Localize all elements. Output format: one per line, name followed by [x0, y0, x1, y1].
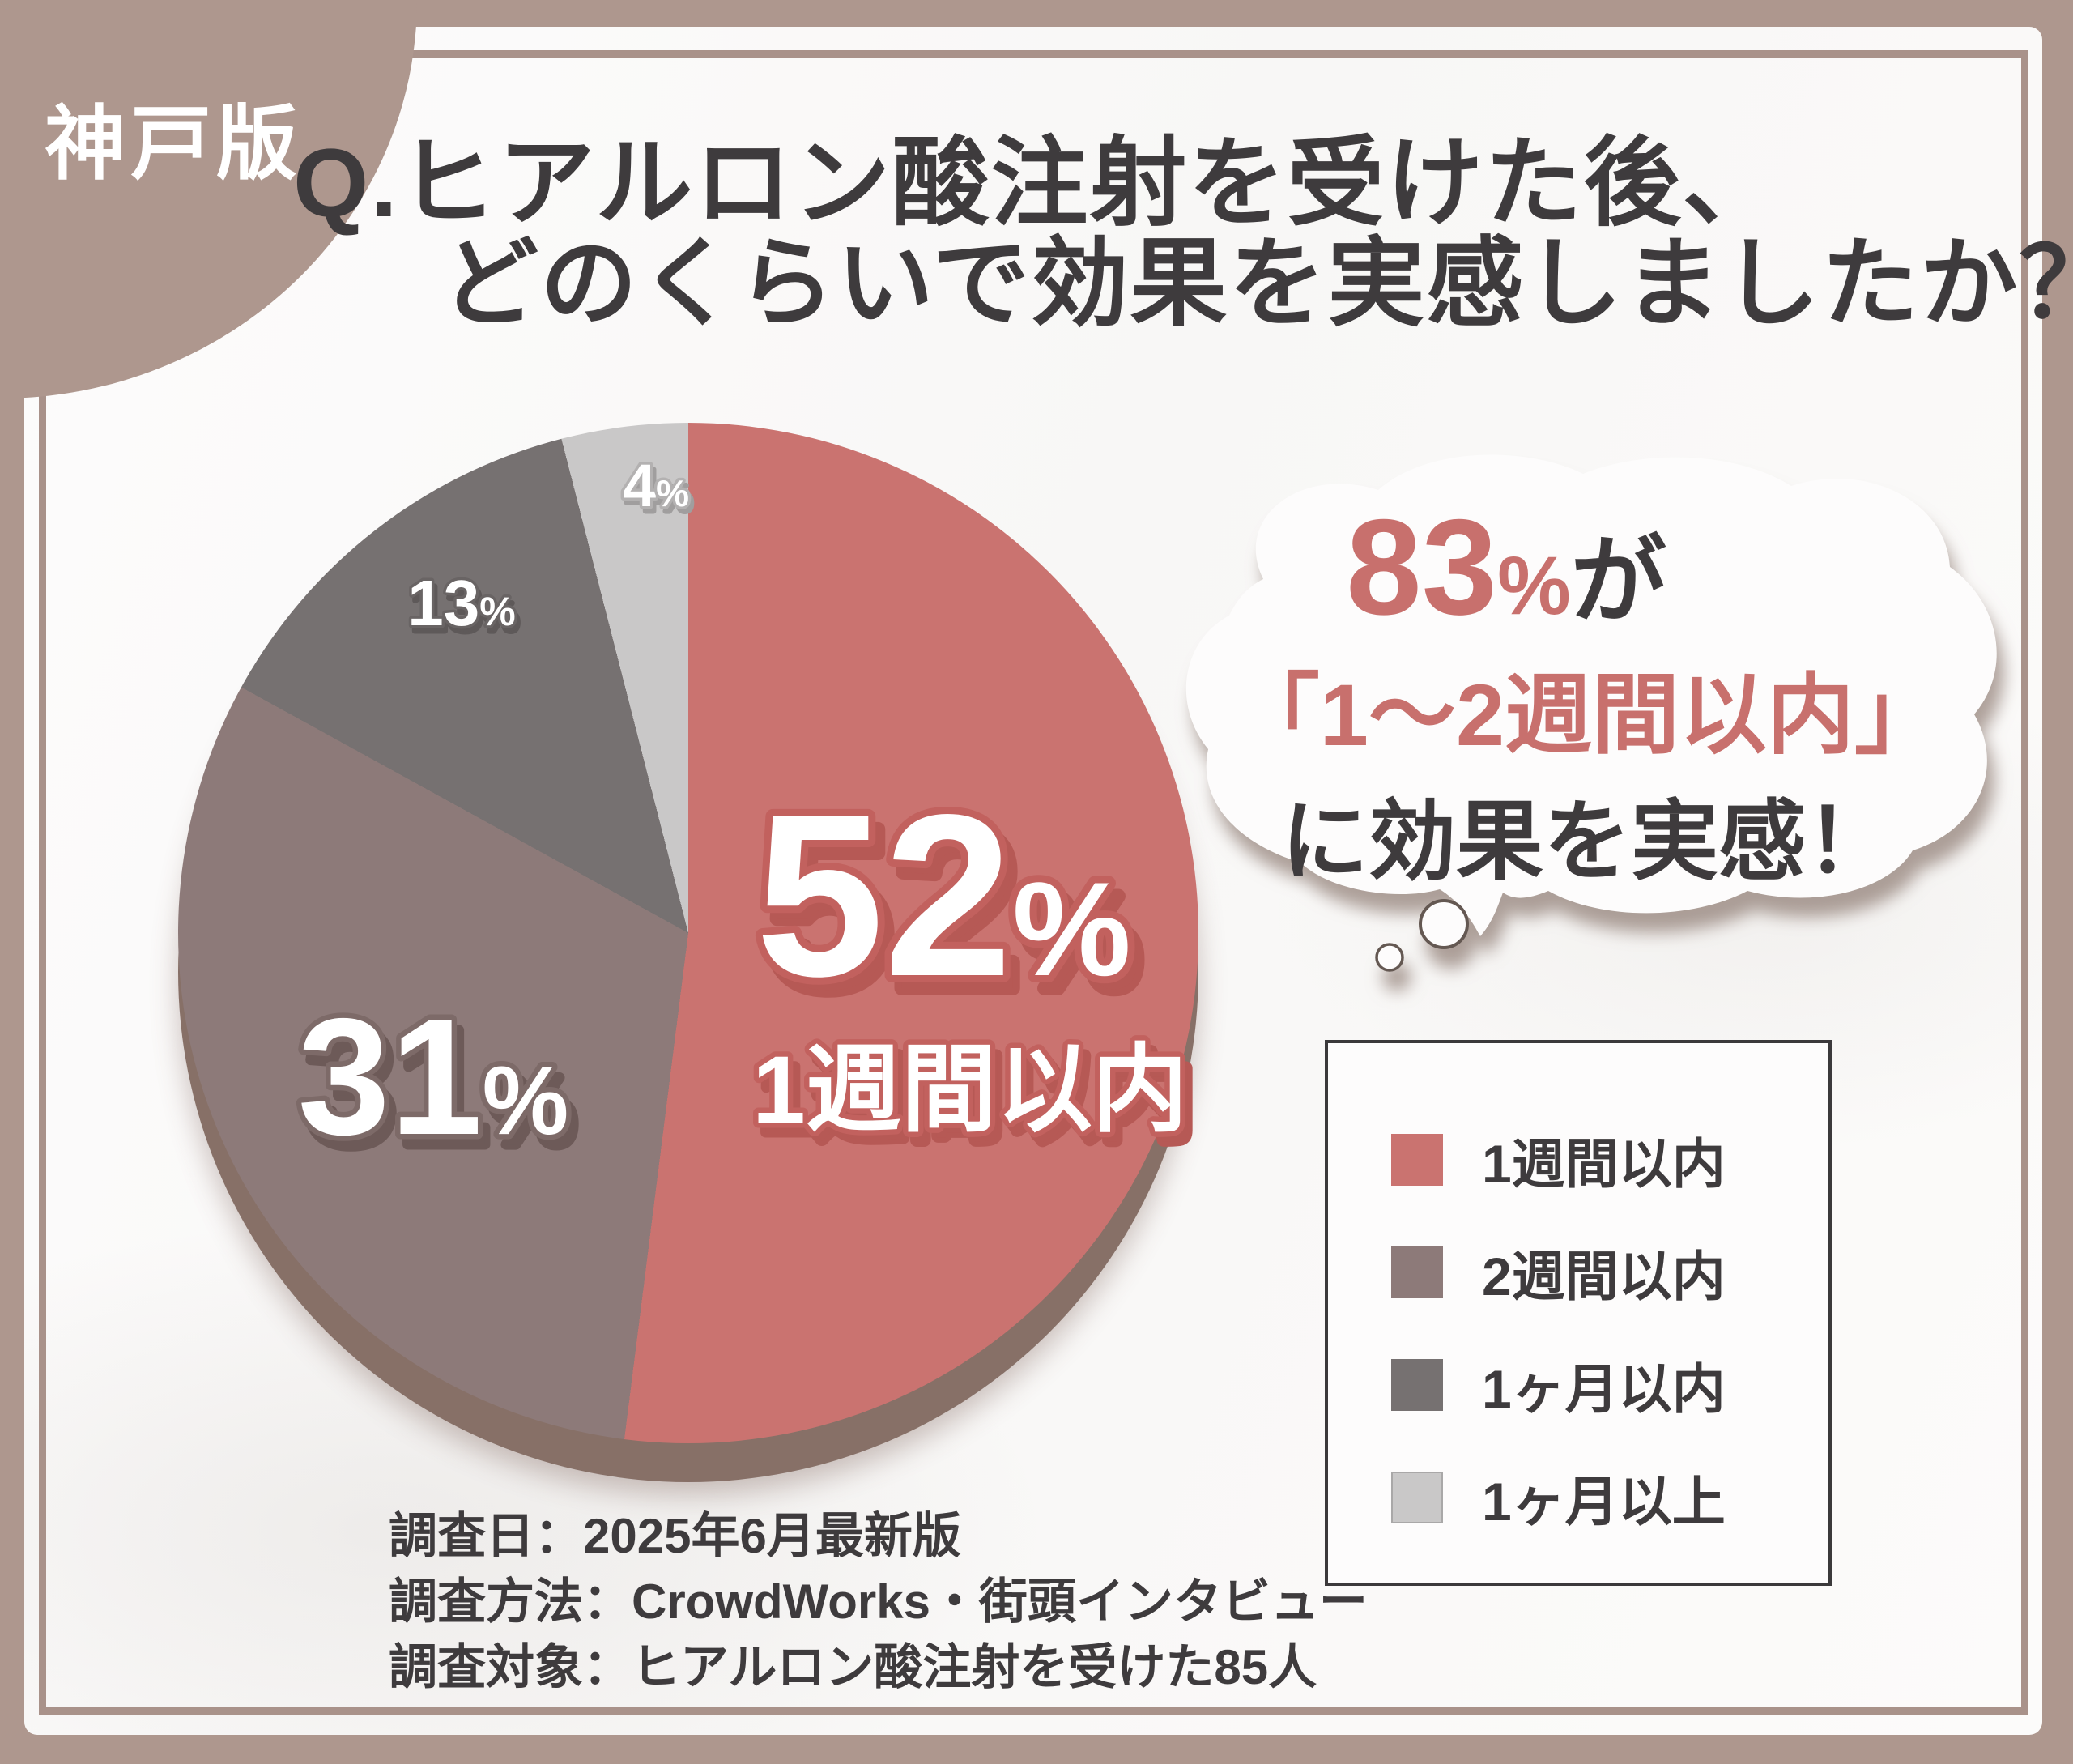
legend-swatch-over-1month	[1391, 1472, 1443, 1523]
legend-swatch-1week	[1391, 1134, 1443, 1186]
legend-label-2weeks: 2週間以内	[1482, 1246, 1726, 1306]
legend-row-1week: 1週間以内	[1391, 1134, 1828, 1194]
corner-blob: 神戸版	[0, 0, 417, 398]
inner-border-line	[39, 50, 2028, 1715]
thought-bubble	[1185, 454, 1997, 972]
question-title-line2: どのくらいで効果を実感しましたか？	[441, 229, 2073, 338]
legend-row-over-1month: 1ヶ月以上	[1391, 1472, 1828, 1532]
edition-badge: 神戸版	[45, 99, 302, 190]
survey-sample: 調査対象：ヒアルロン酸注射を受けた85人	[389, 1640, 1317, 1694]
legend-swatch-1month	[1391, 1359, 1443, 1411]
bubble-headline-pct: 83	[1346, 491, 1498, 643]
survey-method: 調査方法：CrowdWorks・街頭インタビュー	[389, 1574, 1368, 1629]
bubble-headline: 83%が	[1085, 489, 1927, 646]
survey-notes: 調査日：2025年6月最新版 調査方法：CrowdWorks・街頭インタビュー …	[389, 1503, 1368, 1700]
legend-row-2weeks: 2週間以内	[1391, 1246, 1828, 1306]
thought-bubble-cloud	[1185, 454, 1997, 936]
bubble-headline-suffix: が	[1570, 528, 1666, 635]
bubble-conclusion: に効果を実感！	[1280, 792, 1893, 890]
legend-label-1week: 1週間以内	[1482, 1134, 1726, 1194]
thought-tail-circle-large	[1419, 899, 1469, 949]
legend-swatch-2weeks	[1391, 1246, 1443, 1298]
pie-chart	[178, 423, 1198, 1443]
thought-tail-circle-small	[1375, 943, 1404, 972]
legend-label-over-1month: 1ヶ月以上	[1482, 1472, 1726, 1532]
question-title-line1: Q.ヒアルロン酸注射を受けた後、	[293, 129, 1781, 237]
bubble-headline-unit: %	[1497, 539, 1571, 632]
bubble-range-label: 「1〜2週間以内」	[1232, 666, 1943, 764]
legend-label-1month: 1ヶ月以内	[1482, 1359, 1726, 1419]
survey-date: 調査日：2025年6月最新版	[389, 1509, 961, 1563]
legend-box: 1週間以内 2週間以内 1ヶ月以内 1ヶ月以上	[1325, 1040, 1832, 1586]
legend-row-1month: 1ヶ月以内	[1391, 1359, 1828, 1419]
